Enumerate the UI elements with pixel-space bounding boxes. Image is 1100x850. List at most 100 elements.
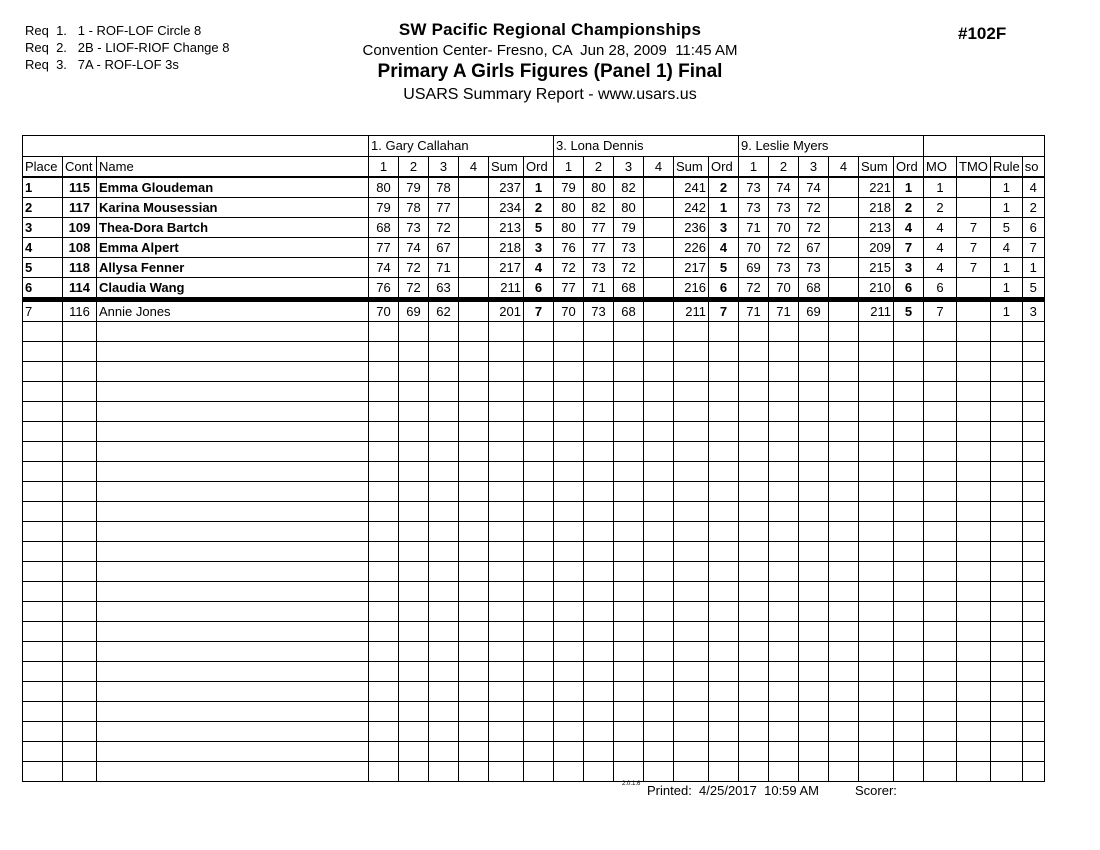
empty-cell bbox=[488, 401, 524, 422]
empty-cell bbox=[798, 421, 829, 442]
empty-cell bbox=[583, 661, 614, 682]
empty-cell bbox=[858, 621, 894, 642]
sum-cell: 213 bbox=[858, 217, 894, 238]
empty-table-row bbox=[22, 621, 1045, 642]
score-cell bbox=[828, 217, 859, 238]
score-cell: 70 bbox=[738, 237, 769, 258]
empty-cell bbox=[583, 621, 614, 642]
empty-cell bbox=[798, 681, 829, 702]
empty-cell bbox=[768, 741, 799, 762]
empty-cell bbox=[398, 481, 429, 502]
ord-header: Ord bbox=[523, 156, 554, 178]
ord-cell: 7 bbox=[708, 299, 739, 322]
empty-cell bbox=[768, 701, 799, 722]
judge-row-spacer-right bbox=[923, 135, 1045, 157]
score-cell: 68 bbox=[798, 277, 829, 302]
empty-cell bbox=[858, 381, 894, 402]
empty-cell bbox=[768, 661, 799, 682]
empty-cell bbox=[613, 641, 644, 662]
empty-cell bbox=[643, 501, 674, 522]
empty-cell bbox=[488, 661, 524, 682]
empty-cell bbox=[22, 701, 63, 722]
empty-cell bbox=[768, 721, 799, 742]
empty-cell bbox=[828, 381, 859, 402]
empty-cell bbox=[956, 601, 991, 622]
empty-cell bbox=[738, 681, 769, 702]
empty-table-row bbox=[22, 521, 1045, 542]
empty-cell bbox=[708, 621, 739, 642]
place-cell: 1 bbox=[22, 176, 63, 198]
score-cell: 71 bbox=[768, 299, 799, 322]
empty-cell bbox=[96, 741, 369, 762]
empty-cell bbox=[956, 421, 991, 442]
sum-cell: 234 bbox=[488, 197, 524, 218]
score-cell bbox=[643, 299, 674, 322]
empty-cell bbox=[62, 461, 97, 482]
ord-cell: 4 bbox=[893, 217, 924, 238]
empty-cell bbox=[1021, 381, 1045, 402]
so-cell: 1 bbox=[1021, 257, 1045, 278]
score-cell: 72 bbox=[553, 257, 584, 278]
empty-cell bbox=[458, 561, 489, 582]
mo-cell: 1 bbox=[923, 176, 957, 198]
empty-cell bbox=[893, 541, 924, 562]
score-cell: 73 bbox=[398, 217, 429, 238]
score-cell: 73 bbox=[798, 257, 829, 278]
empty-cell bbox=[613, 421, 644, 442]
empty-cell bbox=[738, 641, 769, 662]
tmo-cell: 7 bbox=[956, 217, 991, 238]
empty-cell bbox=[990, 381, 1023, 402]
empty-table-row bbox=[22, 321, 1045, 342]
sum-cell: 242 bbox=[673, 197, 709, 218]
score-cell: 62 bbox=[428, 299, 459, 322]
empty-cell bbox=[643, 541, 674, 562]
empty-cell bbox=[368, 621, 399, 642]
score-cell: 72 bbox=[398, 277, 429, 302]
score-header: 2 bbox=[583, 156, 614, 178]
empty-table-row bbox=[22, 761, 1045, 782]
score-cell: 73 bbox=[738, 176, 769, 198]
empty-cell bbox=[398, 761, 429, 782]
empty-cell bbox=[583, 321, 614, 342]
score-header: 2 bbox=[398, 156, 429, 178]
empty-cell bbox=[488, 761, 524, 782]
empty-cell bbox=[553, 701, 584, 722]
empty-cell bbox=[96, 441, 369, 462]
empty-cell bbox=[673, 701, 709, 722]
empty-cell bbox=[798, 501, 829, 522]
empty-cell bbox=[1021, 461, 1045, 482]
empty-cell bbox=[893, 381, 924, 402]
score-cell: 68 bbox=[613, 299, 644, 322]
score-cell: 70 bbox=[768, 217, 799, 238]
empty-cell bbox=[553, 601, 584, 622]
empty-cell bbox=[990, 441, 1023, 462]
score-cell: 78 bbox=[398, 197, 429, 218]
score-cell: 73 bbox=[768, 197, 799, 218]
empty-cell bbox=[62, 701, 97, 722]
score-cell: 71 bbox=[738, 299, 769, 322]
ord-cell: 4 bbox=[708, 237, 739, 258]
empty-table-row bbox=[22, 601, 1045, 622]
empty-cell bbox=[708, 401, 739, 422]
empty-cell bbox=[708, 681, 739, 702]
score-cell: 73 bbox=[768, 257, 799, 278]
empty-table-row bbox=[22, 361, 1045, 382]
score-cell bbox=[458, 217, 489, 238]
empty-cell bbox=[643, 441, 674, 462]
score-cell bbox=[458, 197, 489, 218]
empty-cell bbox=[553, 401, 584, 422]
empty-cell bbox=[858, 521, 894, 542]
empty-cell bbox=[458, 361, 489, 382]
empty-cell bbox=[523, 641, 554, 662]
empty-cell bbox=[398, 401, 429, 422]
empty-cell bbox=[990, 521, 1023, 542]
empty-cell bbox=[398, 601, 429, 622]
empty-cell bbox=[673, 621, 709, 642]
empty-cell bbox=[368, 561, 399, 582]
score-cell: 72 bbox=[768, 237, 799, 258]
empty-cell bbox=[738, 701, 769, 722]
empty-cell bbox=[956, 721, 991, 742]
empty-cell bbox=[828, 421, 859, 442]
score-cell: 79 bbox=[553, 176, 584, 198]
cont-cell: 117 bbox=[62, 197, 97, 218]
